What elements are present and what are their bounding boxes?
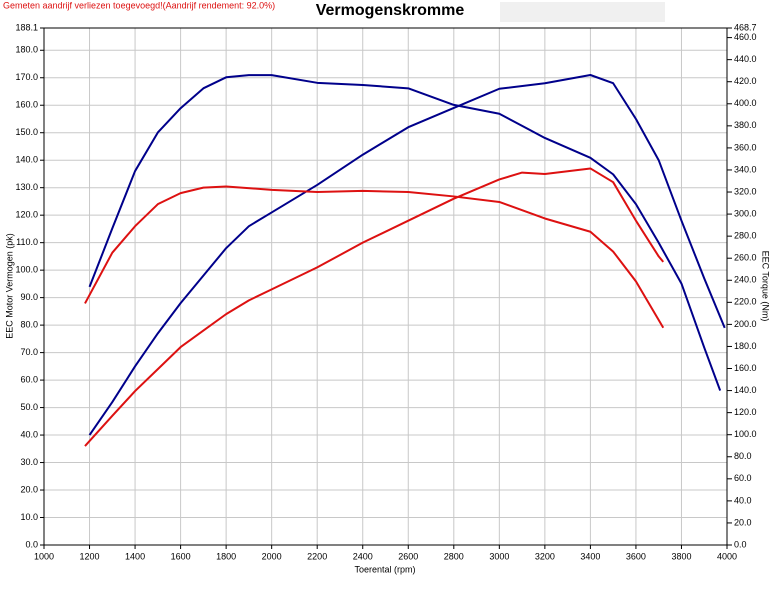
x-tick-label: 2000 [262,551,282,561]
y2-tick-label: 220.0 [734,297,757,307]
y2-tick-label: 240.0 [734,275,757,285]
plot-frame [43,27,728,546]
y-tick-label: 170.0 [15,72,38,82]
x-tick-label: 3400 [580,551,600,561]
y-tick-label: 50.0 [20,402,38,412]
x-tick-label: 3000 [489,551,509,561]
y-tick-label: 30.0 [20,457,38,467]
y2-tick-label: 460.0 [734,32,757,42]
y-tick-label: 0.0 [25,539,38,549]
y-tick-label: 130.0 [15,182,38,192]
y2-tick-label: 380.0 [734,120,757,130]
y2-tick-label: 440.0 [734,54,757,64]
x-tick-label: 3800 [671,551,691,561]
y-tick-label: 20.0 [20,484,38,494]
y2-tick-label: 468.7 [734,22,757,32]
y-tick-label: 120.0 [15,210,38,220]
title-panel [500,2,665,22]
y2-tick-label: 120.0 [734,407,757,417]
y-tick-label: 110.0 [16,237,38,247]
data-line [84,185,665,329]
x-tick-label: 1400 [125,551,145,561]
x-tick-label: 2600 [398,551,418,561]
y2-tick-label: 80.0 [734,451,752,461]
y-axis-label: EEC Motor Vermogen (pk) [4,233,14,339]
x-tick-label: 3600 [626,551,646,561]
x-tick-label: 1600 [171,551,191,561]
x-tick-label: 3200 [535,551,555,561]
y2-tick-label: 320.0 [734,186,757,196]
y-tick-label: 160.0 [15,100,38,110]
y-tick-label: 80.0 [20,319,38,329]
chart-subtitle: Gemeten aandrijf verliezen toegevoegd!(A… [3,0,275,10]
y2-tick-label: 160.0 [734,363,757,373]
y-tick-label: 140.0 [15,155,38,165]
y2-tick-label: 280.0 [734,231,757,241]
y2-tick-label: 300.0 [734,208,757,218]
y2-tick-label: 180.0 [734,341,757,351]
y2-tick-label: 420.0 [734,76,757,86]
y-tick-label: 40.0 [20,429,38,439]
y-tick-label: 60.0 [20,374,38,384]
y2-axis-label: EEC Torque (Nm) [761,251,771,322]
y2-tick-label: 20.0 [734,517,752,527]
y2-tick-label: 400.0 [734,98,757,108]
y2-tick-label: 140.0 [734,385,757,395]
chart-title: Vermogenskromme [316,2,465,19]
y-tick-label: 100.0 [15,265,38,275]
x-tick-label: 4000 [717,551,737,561]
y-tick-label: 188.1 [15,22,38,32]
y-tick-label: 70.0 [20,347,38,357]
x-tick-label: 2800 [444,551,464,561]
y-tick-label: 180.0 [15,45,38,55]
x-tick-label: 2400 [353,551,373,561]
data-line [88,74,726,436]
y2-tick-label: 340.0 [734,164,757,174]
y2-tick-label: 40.0 [734,495,752,505]
x-tick-label: 1000 [34,551,54,561]
y-tick-label: 10.0 [20,512,38,522]
y2-tick-label: 60.0 [734,473,752,483]
y-tick-label: 90.0 [20,292,38,302]
y-tick-label: 150.0 [15,127,38,137]
x-axis-label: Toerental (rpm) [354,564,415,574]
y2-tick-label: 100.0 [734,429,757,439]
y2-tick-label: 200.0 [734,319,757,329]
y2-tick-label: 260.0 [734,253,757,263]
data-line [84,167,665,447]
y2-tick-label: 360.0 [734,142,757,152]
x-tick-label: 1800 [216,551,236,561]
x-tick-label: 1200 [80,551,100,561]
data-line [88,74,722,391]
y2-tick-label: 0.0 [734,539,747,549]
x-tick-label: 2200 [307,551,327,561]
